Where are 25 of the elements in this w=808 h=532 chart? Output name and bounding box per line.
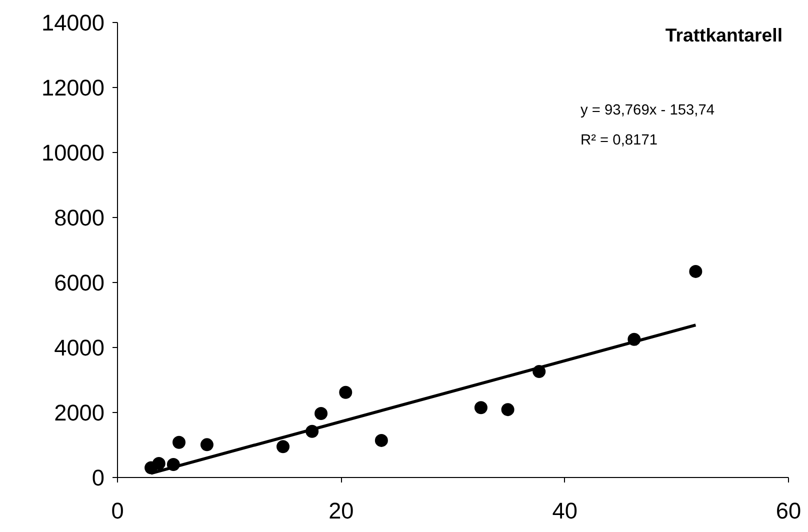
point [474,401,488,414]
y-tick-label: 2000 [54,400,105,426]
y-tick-label: 10000 [42,140,105,166]
annotation: y = 93,769x - 153,74 [580,102,715,118]
y-tick-label: 6000 [54,270,105,296]
y-tick-label: 14000 [42,10,105,36]
x-tick-label: 60 [776,498,802,524]
point [200,438,214,452]
point [172,436,186,449]
point [374,434,388,447]
point [276,440,290,454]
y-tick-label: 4000 [54,334,105,360]
y-tick-label: 8000 [54,204,105,230]
y-tick-label: 0 [92,464,105,490]
point [339,386,352,399]
annotation: R² = 0,8171 [580,132,658,148]
x-tick-label: 40 [552,498,578,524]
chart-title: Trattkantarell [665,24,783,46]
point [152,457,166,470]
x-tick-label: 0 [111,498,124,524]
x-tick-label: 20 [328,498,354,524]
point [314,406,328,420]
point [501,403,514,416]
point [689,264,702,278]
y-tick-label: 12000 [42,74,105,100]
